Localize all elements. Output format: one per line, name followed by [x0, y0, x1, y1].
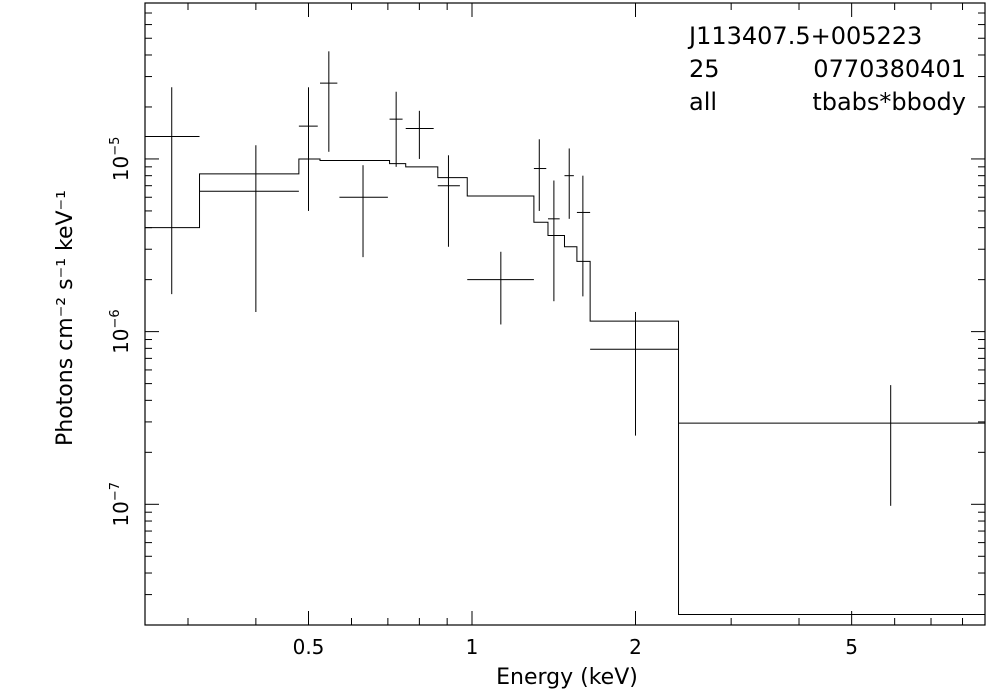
data-point — [389, 91, 403, 167]
data-point — [590, 311, 679, 436]
data-point — [547, 180, 560, 302]
annotation-count: 25 — [689, 55, 720, 83]
plot-frame — [144, 2, 986, 626]
data-point — [533, 139, 547, 211]
data-points — [145, 51, 985, 506]
data-point — [467, 251, 534, 325]
x-axis-label: Energy (keV) — [496, 665, 638, 690]
tick-labels: 0.5 1 2 5 10−5 10−6 10−7 — [108, 137, 858, 659]
y-tick-label: 10−5 — [108, 137, 133, 182]
data-point — [437, 155, 460, 247]
data-point — [145, 87, 200, 295]
data-point — [320, 51, 338, 152]
model-curve — [145, 158, 985, 616]
x-tick-label: 5 — [845, 635, 858, 659]
annotation-model: tbabs*bbody — [812, 88, 966, 116]
data-point — [339, 165, 388, 258]
annotation-source-name: J113407.5+005223 — [687, 22, 922, 50]
annotation-selection: all — [689, 88, 717, 116]
y-axis-label: Photons cm⁻² s⁻¹ keV⁻¹ — [53, 190, 78, 446]
annotation-obsid: 0770380401 — [813, 55, 966, 83]
x-tick-label: 1 — [466, 635, 479, 659]
data-point — [405, 110, 434, 159]
data-point — [564, 148, 574, 219]
data-point — [576, 175, 591, 297]
x-tick-label: 0.5 — [293, 635, 325, 659]
x-tick-label: 2 — [629, 635, 642, 659]
y-tick-label: 10−6 — [108, 309, 133, 354]
y-tick-label: 10−7 — [108, 482, 133, 527]
axis-ticks — [145, 2, 985, 626]
model-step-line — [145, 158, 985, 616]
data-point — [678, 385, 985, 506]
data-point — [199, 145, 299, 312]
data-point — [298, 87, 318, 211]
